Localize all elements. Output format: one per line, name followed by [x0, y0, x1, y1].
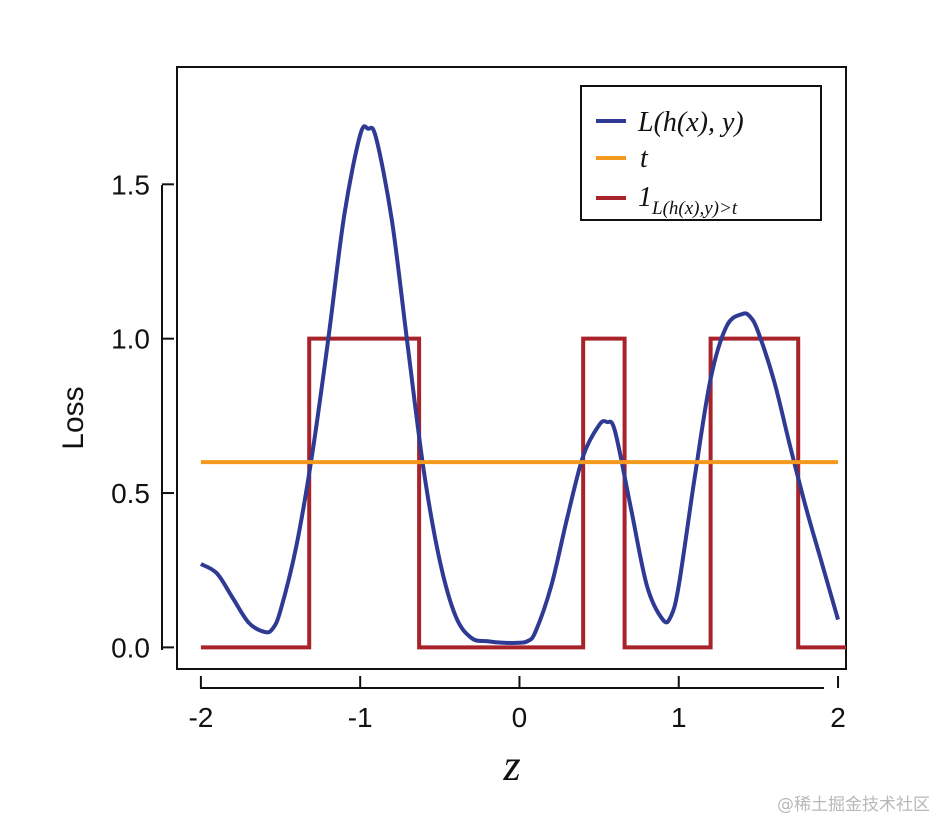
y-axis-label: Loss: [57, 386, 90, 449]
legend-label-threshold: t: [640, 143, 649, 174]
x-axis-label: z: [502, 741, 520, 790]
y-tick-label: 0.5: [111, 478, 150, 509]
x-tick-label: 0: [512, 702, 528, 733]
x-tick-label: 1: [671, 702, 687, 733]
y-ticks: 0.0 0.5 1.0 1.5: [111, 169, 174, 663]
y-tick-label: 1.5: [111, 169, 150, 200]
x-tick-label: 2: [830, 702, 846, 733]
legend-label-indicator-subscript: L(h(x),y)>t: [651, 198, 738, 219]
loss-curve: [199, 124, 840, 645]
series-group: [199, 124, 846, 650]
indicator-step: [200, 336, 846, 650]
x-ticks: -2 -1 0 1 2: [188, 676, 846, 733]
plot-frame: [176, 66, 847, 670]
y-tick-label: 0.0: [111, 632, 150, 663]
legend-label-indicator: 1: [638, 182, 652, 213]
x-tick-label: -1: [348, 702, 373, 733]
legend-label-loss: L(h(x), y): [637, 107, 744, 138]
x-tick-label: -2: [188, 702, 213, 733]
legend: L(h(x), y) t 1 L(h(x),y)>t: [580, 85, 822, 221]
y-tick-label: 1.0: [111, 324, 150, 355]
watermark: @稀土掘金技术社区: [777, 795, 930, 815]
